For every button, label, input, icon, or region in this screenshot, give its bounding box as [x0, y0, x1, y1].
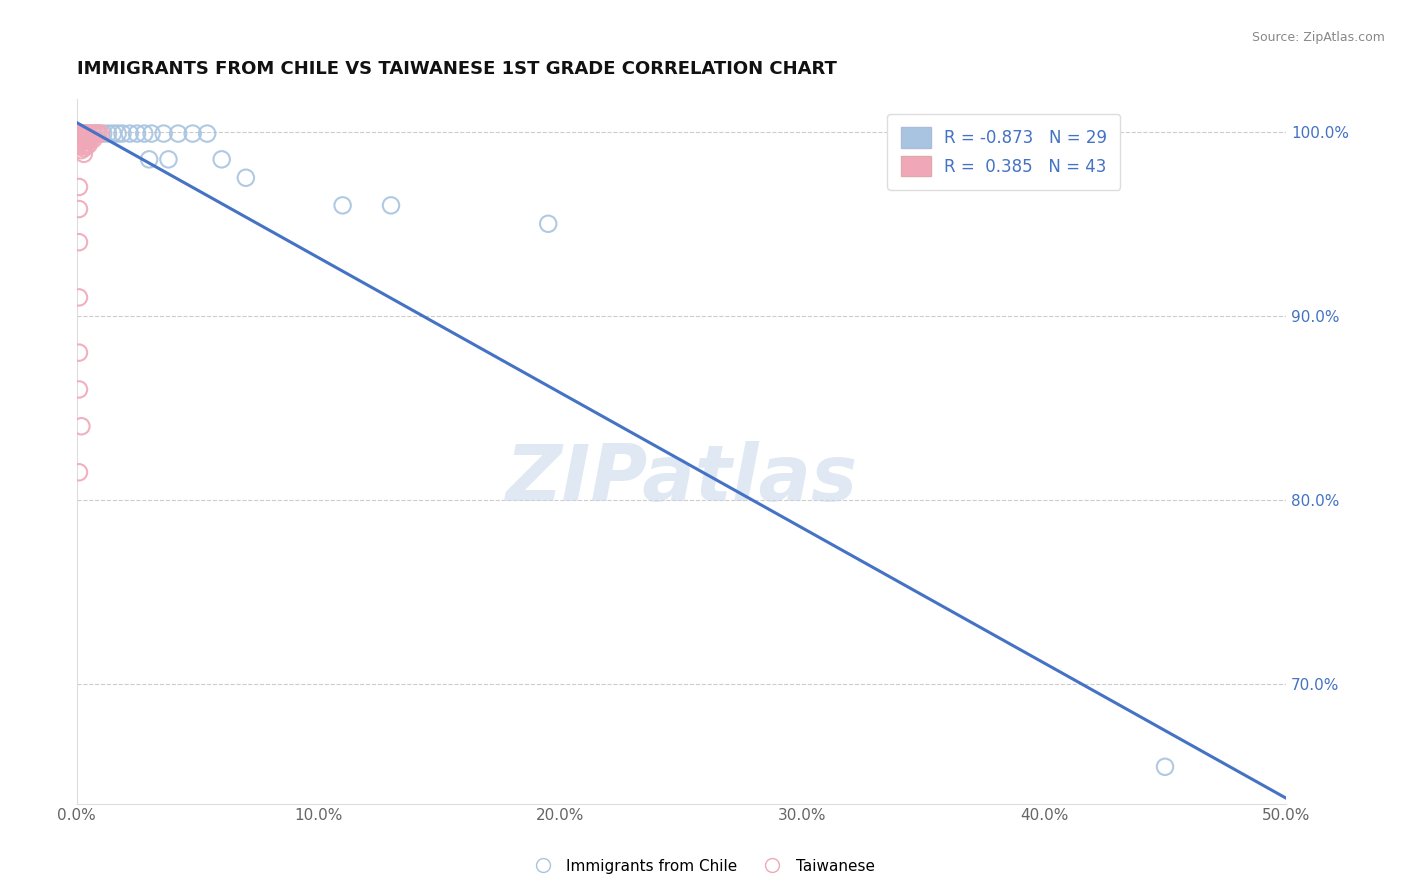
Point [77, 132, 100, 146]
Point [82, 127, 104, 141]
Point [73, 130, 96, 145]
Legend: Immigrants from Chile, Taiwanese: Immigrants from Chile, Taiwanese [526, 853, 880, 880]
Point [75, 139, 97, 153]
Point [70, 419, 93, 434]
Point [67, 235, 90, 250]
Text: ZIPatlas: ZIPatlas [505, 442, 858, 517]
Point [75, 130, 97, 145]
Point [1154, 760, 1177, 774]
Point [67, 127, 90, 141]
Point [87, 127, 110, 141]
Point [70, 132, 93, 146]
Point [70, 128, 93, 143]
Point [75, 134, 97, 148]
Point [67, 127, 90, 141]
Point [67, 134, 90, 148]
Point [73, 127, 96, 141]
Point [73, 146, 96, 161]
Point [67, 127, 90, 141]
Point [84, 127, 107, 141]
Text: Source: ZipAtlas.com: Source: ZipAtlas.com [1251, 31, 1385, 45]
Point [152, 127, 174, 141]
Text: IMMIGRANTS FROM CHILE VS TAIWANESE 1ST GRADE CORRELATION CHART: IMMIGRANTS FROM CHILE VS TAIWANESE 1ST G… [76, 60, 837, 78]
Point [77, 137, 100, 152]
Point [67, 290, 90, 304]
Legend: R = -0.873   N = 29, R =  0.385   N = 43: R = -0.873 N = 29, R = 0.385 N = 43 [887, 114, 1121, 190]
Point [67, 202, 90, 216]
Point [70, 143, 93, 157]
Point [67, 132, 90, 146]
Point [70, 139, 93, 153]
Point [97, 127, 120, 141]
Point [380, 198, 402, 212]
Point [67, 128, 90, 143]
Point [67, 383, 90, 397]
Point [118, 127, 141, 141]
Point [125, 127, 148, 141]
Point [181, 127, 204, 141]
Point [75, 127, 97, 141]
Point [67, 127, 90, 141]
Point [70, 127, 93, 141]
Point [67, 465, 90, 479]
Point [141, 127, 163, 141]
Point [537, 217, 560, 231]
Point [235, 170, 257, 185]
Point [107, 127, 129, 141]
Point [77, 127, 100, 141]
Point [80, 127, 103, 141]
Point [77, 127, 100, 141]
Point [75, 127, 97, 141]
Point [87, 127, 110, 141]
Point [67, 180, 90, 194]
Point [90, 127, 112, 141]
Point [82, 132, 104, 146]
Point [67, 130, 90, 145]
Point [167, 127, 190, 141]
Point [73, 127, 96, 141]
Point [82, 127, 104, 141]
Point [101, 127, 124, 141]
Point [211, 153, 233, 167]
Point [73, 137, 96, 152]
Point [80, 132, 103, 146]
Point [195, 127, 218, 141]
Point [70, 130, 93, 145]
Point [332, 198, 354, 212]
Point [91, 127, 114, 141]
Point [134, 127, 156, 141]
Point [70, 136, 93, 150]
Point [138, 153, 160, 167]
Point [111, 127, 134, 141]
Point [912, 127, 935, 141]
Point [67, 345, 90, 359]
Point [73, 134, 96, 148]
Point [157, 153, 180, 167]
Point [73, 141, 96, 155]
Point [70, 127, 93, 141]
Point [67, 137, 90, 152]
